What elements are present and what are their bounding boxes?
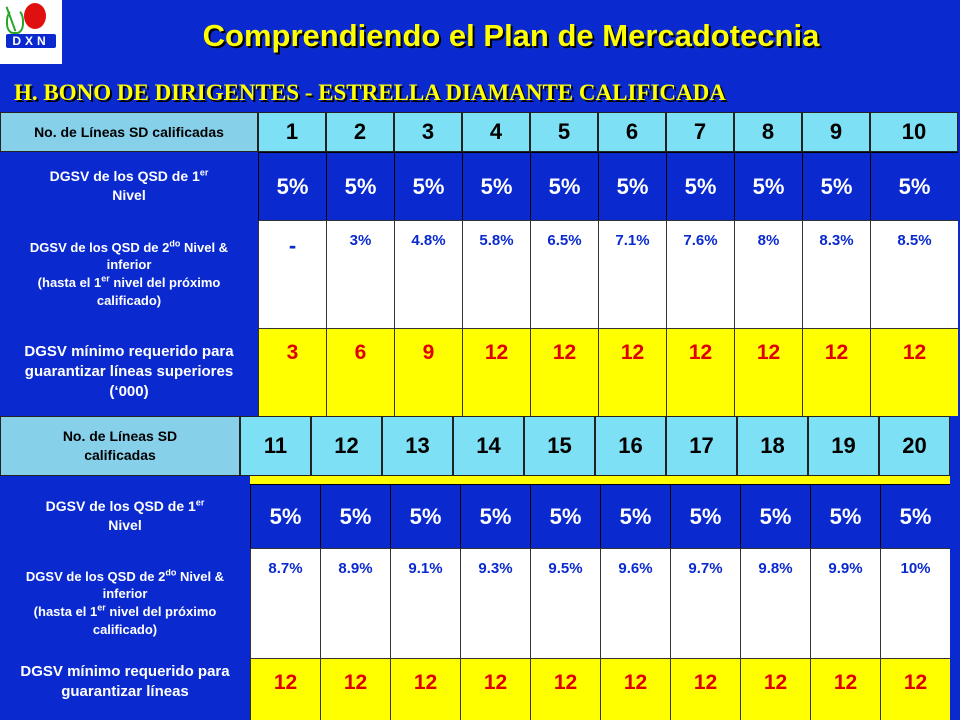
yellow-strip: [250, 476, 950, 484]
second-level-pct-7: 7.6%: [666, 220, 734, 328]
row2-minimum-required-label: DGSV mínimo requerido para guarantizar l…: [20, 663, 230, 701]
dxn-logo: DXN: [0, 0, 62, 64]
line-count-2-4: 14: [453, 416, 524, 476]
second-level-pct-2-1: 8.7%: [250, 548, 320, 658]
second-level-pct-2-9: 9.9%: [810, 548, 880, 658]
first-level-pct-2-4: 5%: [460, 484, 530, 548]
second-level-pct-8: 8%: [734, 220, 802, 328]
first-level-pct-2-10: 5%: [880, 484, 950, 548]
line-count-2-5: 15: [524, 416, 595, 476]
minimum-required-2-10: 12: [880, 658, 950, 720]
second-level-pct-2: 3%: [326, 220, 394, 328]
first-level-pct-2-1: 5%: [250, 484, 320, 548]
line-count-10: 10: [870, 112, 958, 152]
minimum-required-2-6: 12: [600, 658, 670, 720]
minimum-required-2-4: 12: [460, 658, 530, 720]
second-level-pct-2-3: 9.1%: [390, 548, 460, 658]
first-level-pct-2-6: 5%: [600, 484, 670, 548]
line-count-2: 2: [326, 112, 394, 152]
second-level-pct-3: 4.8%: [394, 220, 462, 328]
lines-label: No. de Líneas SD calificadas: [0, 112, 258, 152]
first-level-pct-2-5: 5%: [530, 484, 600, 548]
minimum-required-2-9: 12: [810, 658, 880, 720]
second-level-pct-2-4: 9.3%: [460, 548, 530, 658]
first-level-pct-6: 5%: [598, 152, 666, 220]
first-level-pct-3: 5%: [394, 152, 462, 220]
minimum-required-2-3: 12: [390, 658, 460, 720]
second-level-pct-2-7: 9.7%: [670, 548, 740, 658]
line-count-2-10: 20: [879, 416, 950, 476]
minimum-required-4: 12: [462, 328, 530, 416]
line-count-8: 8: [734, 112, 802, 152]
first-level-pct-2-3: 5%: [390, 484, 460, 548]
title-bar: Comprendiendo el Plan de Mercadotecnia: [62, 0, 960, 64]
second-level-pct-4: 5.8%: [462, 220, 530, 328]
second-level-pct-2-5: 9.5%: [530, 548, 600, 658]
line-count-5: 5: [530, 112, 598, 152]
first-level-pct-2-8: 5%: [740, 484, 810, 548]
first-level-pct-9: 5%: [802, 152, 870, 220]
first-level-pct-1: 5%: [258, 152, 326, 220]
first-level-pct-2-9: 5%: [810, 484, 880, 548]
second-level-pct-2-6: 9.6%: [600, 548, 670, 658]
row-minimum-required-label: DGSV mínimo requerido para guarantizar l…: [24, 342, 234, 401]
logo-text: DXN: [6, 34, 56, 48]
second-level-pct-1: -: [258, 220, 326, 328]
line-count-2-7: 17: [666, 416, 737, 476]
minimum-required-7: 12: [666, 328, 734, 416]
row-second-level-label: DGSV de los QSD de 2do Nivel & inferior …: [29, 238, 229, 308]
row2-second-level-label: DGSV de los QSD de 2do Nivel & inferior …: [25, 567, 225, 637]
line-count-2-8: 18: [737, 416, 808, 476]
line-count-1: 1: [258, 112, 326, 152]
lines-label-2: No. de Líneas SD calificadas: [0, 416, 240, 476]
minimum-required-3: 9: [394, 328, 462, 416]
second-level-pct-9: 8.3%: [802, 220, 870, 328]
minimum-required-8: 12: [734, 328, 802, 416]
line-count-2-2: 12: [311, 416, 382, 476]
first-level-pct-7: 5%: [666, 152, 734, 220]
first-level-pct-10: 5%: [870, 152, 958, 220]
line-count-3: 3: [394, 112, 462, 152]
first-level-pct-4: 5%: [462, 152, 530, 220]
second-level-pct-2-2: 8.9%: [320, 548, 390, 658]
line-count-2-3: 13: [382, 416, 453, 476]
first-level-pct-2-7: 5%: [670, 484, 740, 548]
second-level-pct-2-10: 10%: [880, 548, 950, 658]
second-level-pct-10: 8.5%: [870, 220, 958, 328]
section-heading: H. BONO DE DIRIGENTES - ESTRELLA DIAMANT…: [14, 80, 726, 105]
line-count-4: 4: [462, 112, 530, 152]
minimum-required-2: 6: [326, 328, 394, 416]
minimum-required-5: 12: [530, 328, 598, 416]
minimum-required-2-2: 12: [320, 658, 390, 720]
second-level-pct-2-8: 9.8%: [740, 548, 810, 658]
line-count-2-1: 11: [240, 416, 311, 476]
line-count-2-6: 16: [595, 416, 666, 476]
first-level-pct-8: 5%: [734, 152, 802, 220]
second-level-pct-5: 6.5%: [530, 220, 598, 328]
page-title: Comprendiendo el Plan de Mercadotecnia: [202, 18, 820, 53]
first-level-pct-5: 5%: [530, 152, 598, 220]
row2-first-level-label: DGSV de los QSD de 1er Nivel: [45, 497, 205, 533]
minimum-required-1: 3: [258, 328, 326, 416]
line-count-9: 9: [802, 112, 870, 152]
sun-icon: [24, 3, 46, 29]
minimum-required-2-5: 12: [530, 658, 600, 720]
minimum-required-10: 12: [870, 328, 958, 416]
line-count-6: 6: [598, 112, 666, 152]
first-level-pct-2-2: 5%: [320, 484, 390, 548]
leaf-icon: [6, 8, 24, 34]
minimum-required-9: 12: [802, 328, 870, 416]
line-count-2-9: 19: [808, 416, 879, 476]
line-count-7: 7: [666, 112, 734, 152]
minimum-required-2-1: 12: [250, 658, 320, 720]
minimum-required-2-7: 12: [670, 658, 740, 720]
minimum-required-6: 12: [598, 328, 666, 416]
row-first-level-label: DGSV de los QSD de 1er Nivel: [49, 167, 209, 203]
second-level-pct-6: 7.1%: [598, 220, 666, 328]
minimum-required-2-8: 12: [740, 658, 810, 720]
first-level-pct-2: 5%: [326, 152, 394, 220]
